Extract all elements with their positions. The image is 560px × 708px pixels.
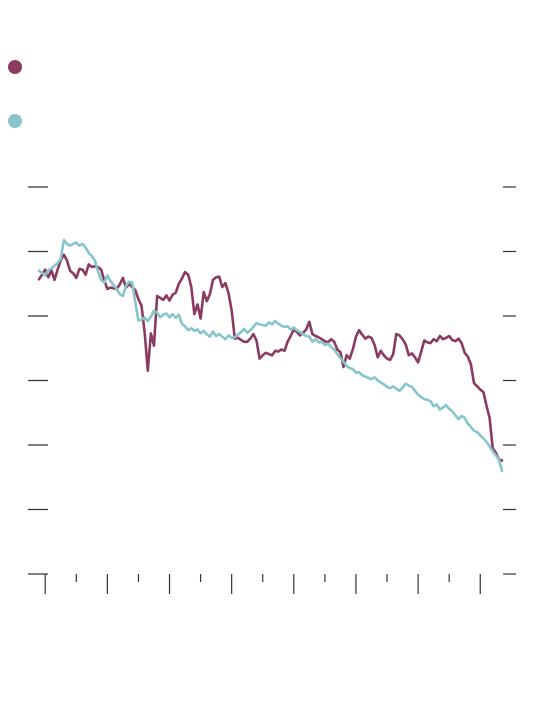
axes [28,186,516,594]
plot-area [37,238,504,473]
legend [8,60,22,128]
series-line-2 [37,238,504,473]
legend-marker-1 [8,60,22,74]
legend-marker-2 [8,114,22,128]
series-line-1 [37,253,504,462]
